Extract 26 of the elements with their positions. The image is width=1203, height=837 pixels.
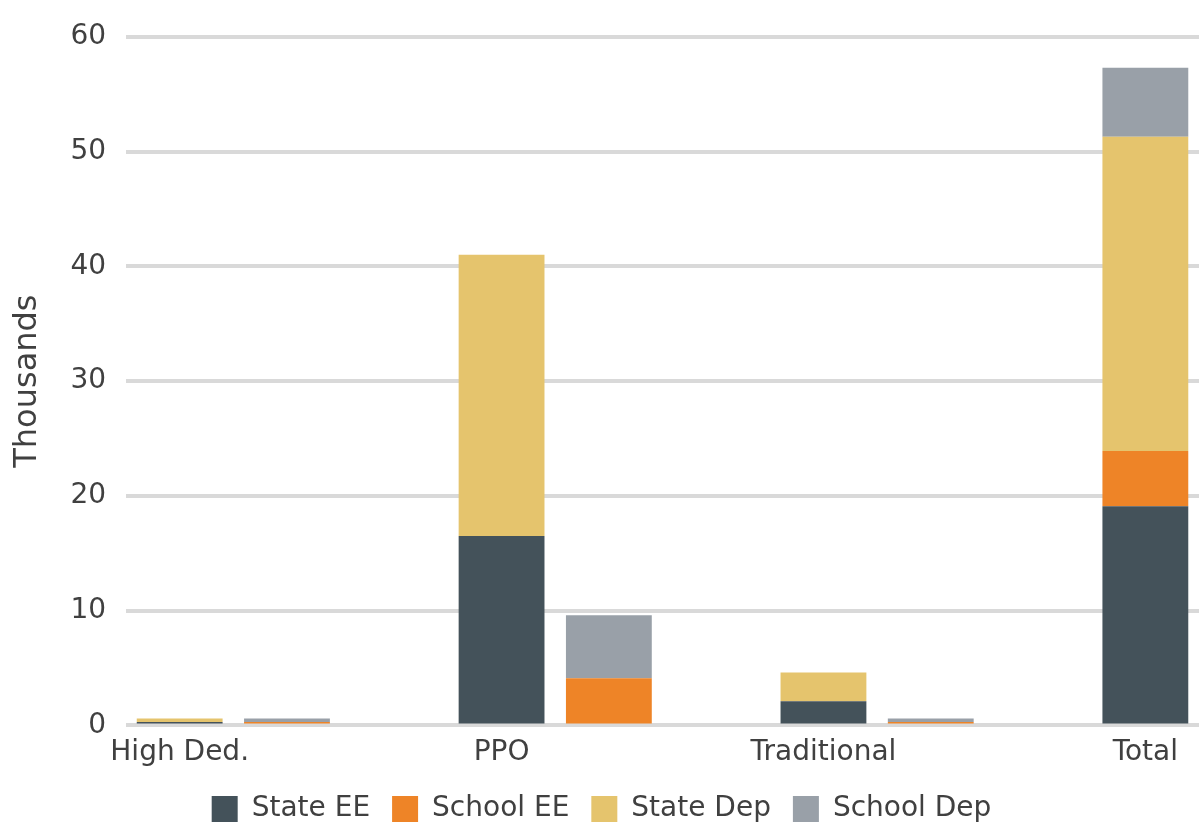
x-tick-label: Traditional [749,734,897,768]
x-tick-label: PPO [473,734,530,768]
bar [1102,506,1189,724]
y-tick-label: 60 [70,18,107,52]
x-tick-label: High Ded. [110,734,250,768]
y-tick-label: 20 [70,477,107,511]
y-axis-title: Thousands [5,294,44,469]
x-tick-label: Total [1111,734,1179,768]
y-tick-label: 50 [70,132,107,166]
bar [1102,67,1189,137]
legend-label: School Dep [832,790,992,824]
y-tick-label: 0 [88,706,107,740]
bar [458,254,545,537]
y-tick-label: 40 [70,247,107,281]
y-tick-label: 10 [70,591,107,625]
y-tick-label: 30 [70,362,107,396]
bar [565,615,652,679]
bar [565,678,652,724]
legend-label: State Dep [631,790,771,824]
bar [780,701,867,724]
bar [780,672,867,702]
bar [1102,451,1189,507]
legend-label: State EE [251,790,371,824]
bar [1102,136,1189,452]
legend-label: School EE [432,790,570,824]
bar [458,536,545,724]
